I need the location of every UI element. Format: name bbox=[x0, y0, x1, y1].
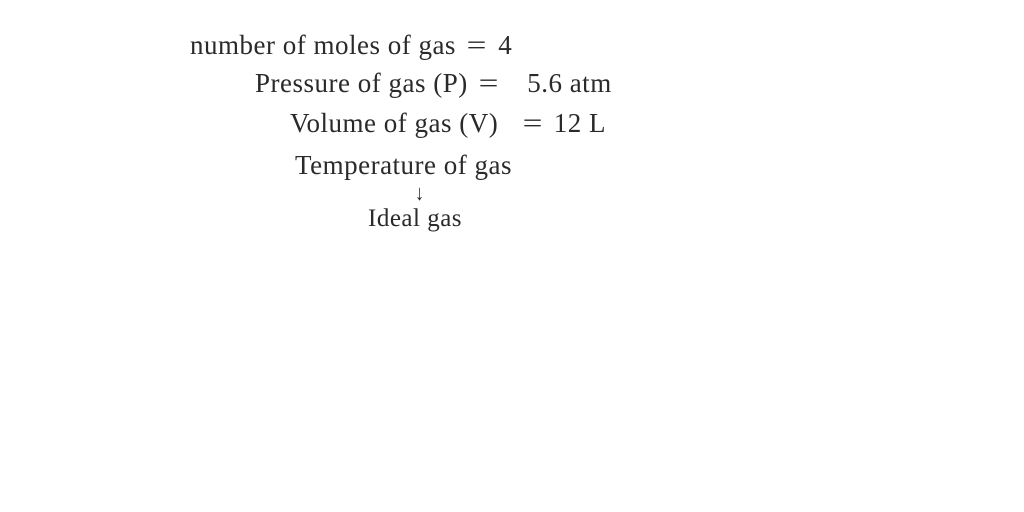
line-volume: Volume of gas (V) = 12 L bbox=[290, 108, 606, 139]
value-pressure: 5.6 atm bbox=[527, 68, 612, 98]
value-moles: 4 bbox=[498, 30, 512, 60]
label-temperature: Temperature of gas bbox=[295, 150, 512, 180]
line-pressure: Pressure of gas (P) = 5.6 atm bbox=[255, 68, 612, 99]
label-moles: number of moles of gas bbox=[190, 30, 456, 60]
equals-sign: = bbox=[522, 108, 542, 139]
label-pressure: Pressure of gas (P) bbox=[255, 68, 468, 98]
handwriting-canvas: number of moles of gas = 4 Pressure of g… bbox=[0, 0, 1024, 512]
label-ideal-gas: Ideal gas bbox=[368, 205, 462, 232]
equals-sign: = bbox=[479, 68, 499, 99]
equals-sign: = bbox=[467, 30, 487, 61]
line-temperature: Temperature of gas bbox=[295, 150, 512, 181]
down-arrow-icon: ↓ bbox=[415, 181, 425, 206]
arrow-down: ↓ bbox=[415, 182, 425, 205]
label-volume: Volume of gas (V) bbox=[290, 108, 498, 138]
line-ideal-gas: Ideal gas bbox=[368, 205, 462, 233]
value-volume: 12 L bbox=[554, 108, 606, 138]
line-moles: number of moles of gas = 4 bbox=[190, 30, 512, 61]
